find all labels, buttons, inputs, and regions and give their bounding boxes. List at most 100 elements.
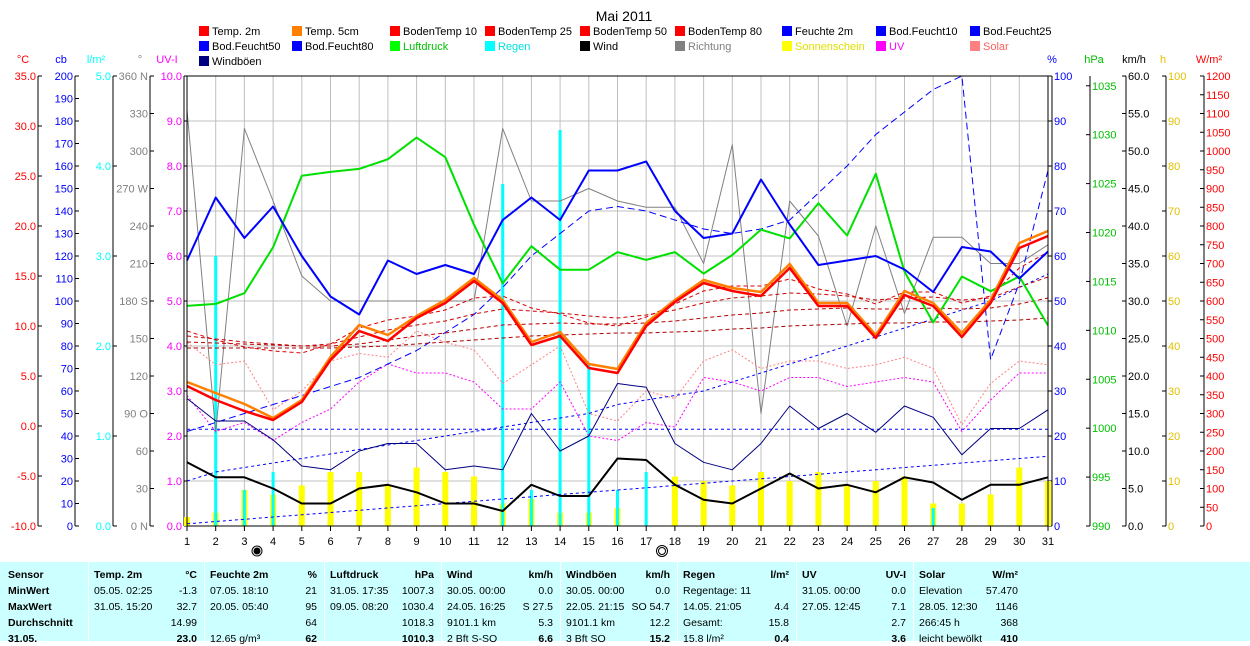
table-cell-value: 7.1 bbox=[891, 601, 906, 613]
pct-tick-label: 40 bbox=[1054, 341, 1066, 353]
wm2-tick-label: 750 bbox=[1206, 240, 1224, 252]
uvi-tick-label: 6.0 bbox=[167, 251, 182, 263]
x-tick-label-day-1: 1 bbox=[184, 536, 190, 548]
temp-tick-label: 35.0 bbox=[15, 71, 36, 83]
h-tick-label: 90 bbox=[1168, 116, 1180, 128]
x-tick-label-day-28: 28 bbox=[956, 536, 968, 548]
x-tick-label-day-7: 7 bbox=[356, 536, 362, 548]
x-tick-label-day-13: 13 bbox=[525, 536, 537, 548]
kmh-tick-label: 5.0 bbox=[1128, 484, 1143, 496]
table-cell-value: 6.6 bbox=[538, 633, 553, 645]
wm2-tick-label: 300 bbox=[1206, 409, 1224, 421]
row-label: 31.05. bbox=[8, 633, 38, 645]
wm2-tick-label: 700 bbox=[1206, 259, 1224, 271]
bodentemp-25-line bbox=[186, 276, 1049, 347]
wm2-tick-label: 1150 bbox=[1206, 90, 1230, 102]
uvi-tick-label: 9.0 bbox=[167, 116, 182, 128]
uvi-tick-label: 10.0 bbox=[161, 71, 182, 83]
legend-swatch-regen bbox=[485, 41, 495, 51]
table-cell-value: 410 bbox=[1000, 633, 1018, 645]
table-cell-value: 32.7 bbox=[176, 601, 197, 613]
x-tick-label-day-18: 18 bbox=[669, 536, 681, 548]
uvi-tick-label: 8.0 bbox=[167, 161, 182, 173]
table-cell-value: 0.0 bbox=[655, 585, 670, 597]
hpa-tick-label: 1005 bbox=[1092, 374, 1116, 386]
table-cell-label: 266:45 h bbox=[919, 617, 960, 629]
table-cell-label: 14.05. 21:05 bbox=[683, 601, 742, 613]
temp-tick-label: 0.0 bbox=[21, 421, 36, 433]
cb-tick-label: 100 bbox=[55, 296, 73, 308]
wm2-tick-label: 250 bbox=[1206, 427, 1224, 439]
sonnenschein-bar-day-9 bbox=[413, 467, 420, 526]
x-tick-label-day-25: 25 bbox=[870, 536, 882, 548]
chart-bars bbox=[184, 130, 1051, 526]
pct-tick-label: 20 bbox=[1054, 431, 1066, 443]
x-tick-label-day-12: 12 bbox=[497, 536, 509, 548]
legend-swatch-temp-5cm bbox=[292, 26, 302, 36]
temp-axis-unit: °C bbox=[17, 54, 29, 66]
rain-tick-label: 0.0 bbox=[96, 521, 111, 533]
dir-tick-label: 30 bbox=[136, 484, 148, 496]
kmh-tick-label: 35.0 bbox=[1128, 259, 1149, 271]
pct-tick-label: 70 bbox=[1054, 206, 1066, 218]
column-divider bbox=[677, 562, 678, 641]
table-cell-label: 20.05. 05:40 bbox=[210, 601, 269, 613]
cb-tick-label: 50 bbox=[61, 409, 73, 421]
table-cell-label: 22.05. 21:15 bbox=[566, 601, 625, 613]
regen-bar-day-13 bbox=[529, 490, 533, 526]
sonnenschein-bar-day-18 bbox=[671, 476, 678, 526]
table-cell-label: Regentage: 11 bbox=[683, 585, 752, 597]
dir-tick-label: 240 bbox=[130, 221, 148, 233]
temp-tick-label: 25.0 bbox=[15, 171, 36, 183]
kmh-tick-label: 10.0 bbox=[1128, 446, 1149, 458]
legend-swatch-temp-2m bbox=[199, 26, 209, 36]
table-cell-value: 12.2 bbox=[649, 617, 670, 629]
chart-legend: Temp. 2m Temp. 5cm BodenTemp 10 BodenTemp 2… bbox=[199, 26, 1052, 68]
legend-label-bod-feucht10: Bod.Feucht10 bbox=[889, 26, 958, 38]
table-cell-value: 0.0 bbox=[891, 585, 906, 597]
table-cell-label: 28.05. 12:30 bbox=[919, 601, 978, 613]
dir-axis-unit: ° bbox=[138, 54, 142, 66]
sonnenschein-bar-day-29 bbox=[987, 494, 994, 526]
row-label: Durchschnitt bbox=[8, 617, 73, 629]
legend-label-bod-feucht80: Bod.Feucht80 bbox=[305, 41, 374, 53]
column-unit: hPa bbox=[414, 569, 434, 581]
dir-tick-label: 180 S bbox=[119, 296, 148, 308]
pct-tick-label: 10 bbox=[1054, 476, 1066, 488]
wm2-tick-label: 200 bbox=[1206, 446, 1224, 458]
x-tick-label-day-30: 30 bbox=[1013, 536, 1025, 548]
legend-swatch-solar bbox=[970, 41, 980, 51]
column-divider bbox=[441, 562, 442, 641]
table-cell-label: 31.05. 15:20 bbox=[94, 601, 153, 613]
legend-label-temp-5cm: Temp. 5cm bbox=[305, 26, 359, 38]
table-cell-value: 1010.3 bbox=[401, 633, 434, 645]
chart-axes: °C 35.0 30.0 25.0 20.0 15.0 10.0 5.0 0.0 -5.0 -10.… bbox=[11, 54, 1231, 533]
uvi-tick-label: 4.0 bbox=[167, 341, 182, 353]
row-label: MaxWert bbox=[8, 601, 52, 613]
rain-tick-label: 4.0 bbox=[96, 161, 111, 173]
hpa-tick-label: 1035 bbox=[1092, 81, 1116, 93]
uvi-tick-label: 1.0 bbox=[167, 476, 182, 488]
sonnenschein-bar-day-19 bbox=[700, 481, 707, 526]
new-moon-icon bbox=[656, 545, 668, 557]
table-cell-value: 1007.3 bbox=[401, 585, 434, 597]
sonnenschein-bar-day-10 bbox=[442, 472, 449, 526]
temp-tick-label: -10.0 bbox=[11, 521, 36, 533]
table-cell-label: 9101.1 km bbox=[566, 617, 616, 629]
column-unit: °C bbox=[185, 569, 197, 581]
sonnenschein-bar-day-6 bbox=[327, 472, 334, 526]
cb-tick-label: 140 bbox=[55, 206, 73, 218]
x-tick-label-day-9: 9 bbox=[414, 536, 420, 548]
cb-tick-label: 190 bbox=[55, 94, 73, 106]
column-divider bbox=[796, 562, 797, 641]
table-cell-value: 1018.3 bbox=[401, 617, 434, 629]
hpa-tick-label: 1030 bbox=[1092, 130, 1116, 142]
pct-tick-label: 0 bbox=[1054, 521, 1060, 533]
temp-tick-label: 15.0 bbox=[15, 271, 36, 283]
kmh-tick-label: 0.0 bbox=[1128, 521, 1143, 533]
table-cell-value: 3.6 bbox=[891, 633, 906, 645]
x-tick-label-day-11: 11 bbox=[468, 536, 479, 548]
sonnenschein-bar-day-11 bbox=[471, 476, 477, 526]
legend-swatch-bodentemp-10 bbox=[390, 26, 400, 36]
uvi-axis-unit: UV-I bbox=[156, 54, 177, 66]
